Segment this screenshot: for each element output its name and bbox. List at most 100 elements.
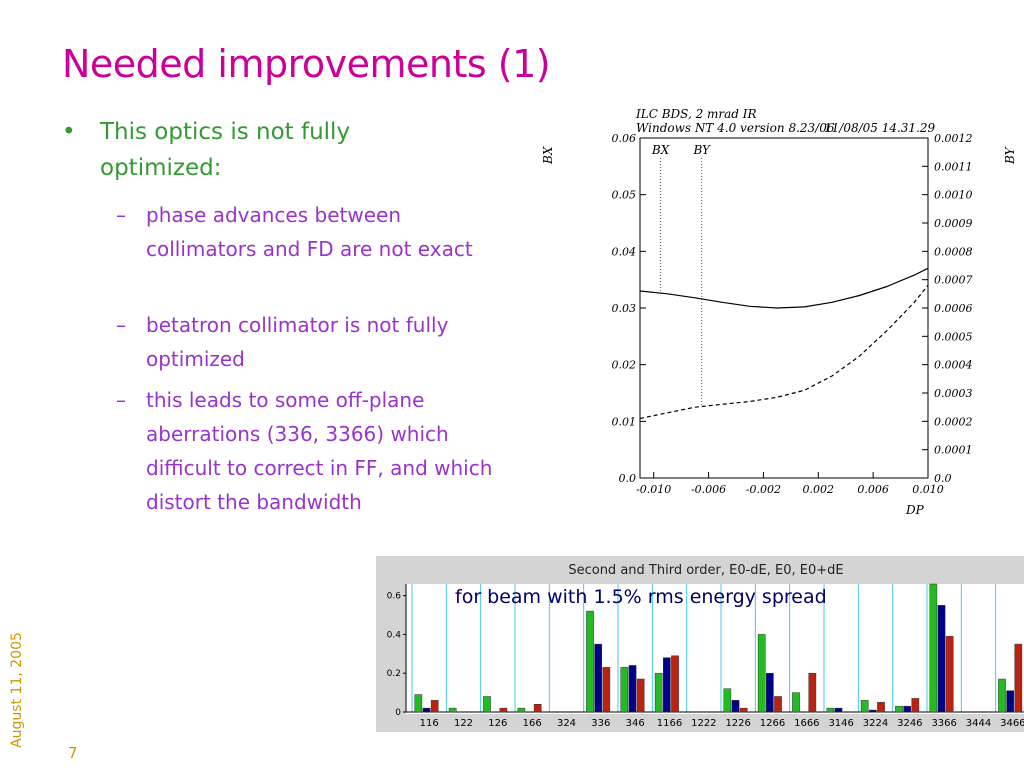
bar-y-tick-label: 0.4 xyxy=(387,630,402,640)
bar-x-tick-label: 336 xyxy=(591,718,610,729)
bar-1666-E0-dE xyxy=(792,692,800,713)
aberration-bar-chart: Second and Third order, E0-dE, E0, E0+dE… xyxy=(376,556,1024,732)
bar-1226-E0 xyxy=(731,700,740,713)
chart-header-2: Windows NT 4.0 version 8.23/06 xyxy=(636,121,835,135)
y-tick-label-left: 0.03 xyxy=(612,302,637,315)
bar-chart-caption: for beam with 1.5% rms energy spread xyxy=(455,586,827,608)
y-axis-label-right: BY xyxy=(1003,146,1017,165)
bar-1166-E0-dE xyxy=(654,672,663,713)
bar-3146-E0-dE xyxy=(826,707,835,713)
y-axis-label-left: BX xyxy=(541,146,555,165)
bar-x-tick-label: 1266 xyxy=(760,718,785,729)
bar-1266-E0 xyxy=(766,672,774,713)
bar-1666-E0+dE xyxy=(808,672,817,713)
y-tick-label-right: 0.0007 xyxy=(934,274,973,287)
y-tick-label-right: 0.0001 xyxy=(934,444,973,457)
bar-116-E0+dE xyxy=(430,700,439,713)
y-tick-label-right: 0.0005 xyxy=(934,330,973,343)
bar-3366-E0+dE xyxy=(945,636,954,713)
sub-bullet-item: – phase advances between collimators and… xyxy=(116,198,516,266)
x-axis-label: DP xyxy=(905,503,925,517)
bar-x-tick-label: 3466 xyxy=(1000,718,1024,729)
bar-346-E0 xyxy=(628,665,637,713)
bar-116-E0 xyxy=(422,707,431,713)
y-tick-label-right: 0.0012 xyxy=(934,132,973,145)
x-tick-label: -0.006 xyxy=(691,483,726,496)
bar-3466-E0+dE xyxy=(1014,643,1023,713)
optics-line-chart: ILC BDS, 2 mrad IR Windows NT 4.0 versio… xyxy=(541,107,1017,517)
bar-346-E0+dE xyxy=(636,678,645,713)
bar-x-tick-label: 3444 xyxy=(966,718,991,729)
y-tick-label-left: 0.01 xyxy=(612,415,637,428)
bar-336-E0+dE xyxy=(602,667,611,713)
bar-x-tick-label: 1226 xyxy=(725,718,750,729)
bar-1166-E0 xyxy=(663,657,671,713)
chart-header-date: 11/08/05 14.31.29 xyxy=(824,121,936,135)
footer-date: August 11, 2005 xyxy=(4,630,28,760)
bar-116-E0-dE xyxy=(414,694,423,713)
x-tick-label: 0.006 xyxy=(857,483,889,496)
series-line-by xyxy=(639,284,929,420)
y-tick-label-left: 0.02 xyxy=(612,359,637,372)
bar-1266-E0+dE xyxy=(774,696,782,713)
bar-x-tick-label: 126 xyxy=(488,718,507,729)
bar-336-E0 xyxy=(594,643,603,713)
bar-x-tick-label: 1166 xyxy=(657,718,682,729)
bar-3366-E0 xyxy=(937,605,946,713)
element-marker-label: BY xyxy=(692,143,711,157)
bar-x-tick-label: 324 xyxy=(557,718,576,729)
chart-header-1: ILC BDS, 2 mrad IR xyxy=(635,107,757,121)
bullet-marker: • xyxy=(62,119,76,145)
y-tick-label-left: 0.0 xyxy=(619,472,637,485)
x-tick-label: -0.002 xyxy=(746,483,781,496)
sub-bullet-text: phase advances between collimators and F… xyxy=(146,203,473,261)
y-tick-label-right: 0.0004 xyxy=(934,359,973,372)
bullet-text: This optics is not fully optimized: xyxy=(100,119,351,181)
bar-3366-E0-dE xyxy=(929,583,938,713)
bar-x-tick-label: 3366 xyxy=(931,718,956,729)
bar-126-E0-dE xyxy=(483,696,491,713)
bar-336-E0-dE xyxy=(586,610,594,713)
y-tick-label-left: 0.05 xyxy=(612,189,637,202)
bar-x-tick-label: 122 xyxy=(454,718,473,729)
bar-3246-E0-dE xyxy=(895,705,903,713)
bar-x-tick-label: 1222 xyxy=(691,718,716,729)
bar-1226-E0+dE xyxy=(739,707,748,713)
bar-x-tick-label: 3246 xyxy=(897,718,922,729)
sub-bullet-marker: – xyxy=(116,388,126,412)
bar-3246-E0 xyxy=(903,705,912,713)
bar-x-tick-label: 3146 xyxy=(828,718,853,729)
bar-y-tick-label: 0 xyxy=(395,708,401,718)
bar-y-tick-label: 0.2 xyxy=(387,669,401,679)
y-tick-label-right: 0.0008 xyxy=(934,245,973,258)
bar-3224-E0 xyxy=(869,709,877,713)
slide-title: Needed improvements (1) xyxy=(62,42,551,86)
bar-x-tick-label: 166 xyxy=(523,718,542,729)
y-tick-label-right: 0.0002 xyxy=(934,415,973,428)
bar-x-tick-label: 3224 xyxy=(863,718,888,729)
x-tick-label: 0.010 xyxy=(912,483,944,496)
bar-x-tick-label: 116 xyxy=(420,718,439,729)
bar-x-tick-label: 1666 xyxy=(794,718,819,729)
sub-bullet-item: – this leads to some off-plane aberratio… xyxy=(116,383,496,519)
y-tick-label-right: 0.0006 xyxy=(934,302,973,315)
sub-bullet-marker: – xyxy=(116,203,126,227)
bar-166-E0-dE xyxy=(517,707,526,713)
bar-346-E0-dE xyxy=(620,667,629,713)
sub-bullet-item: – betatron collimator is not fully optim… xyxy=(116,308,516,376)
series-line-bx xyxy=(639,267,929,309)
date-text: August 11, 2005 xyxy=(9,632,25,748)
element-marker-label: BX xyxy=(651,143,670,157)
x-tick-label: 0.002 xyxy=(803,483,835,496)
bar-x-tick-label: 346 xyxy=(626,718,645,729)
sub-bullet-marker: – xyxy=(116,313,126,337)
y-tick-label-right: 0.0009 xyxy=(934,217,973,230)
y-tick-label-right: 0.0010 xyxy=(934,189,973,202)
bar-3224-E0-dE xyxy=(860,700,869,713)
bar-chart-title: Second and Third order, E0-dE, E0, E0+dE xyxy=(568,563,843,578)
y-tick-label-right: 0.0003 xyxy=(934,387,973,400)
page-number: 7 xyxy=(68,744,78,762)
x-tick-label: -0.010 xyxy=(636,483,671,496)
bar-3246-E0+dE xyxy=(911,698,920,713)
bar-166-E0+dE xyxy=(533,703,542,713)
